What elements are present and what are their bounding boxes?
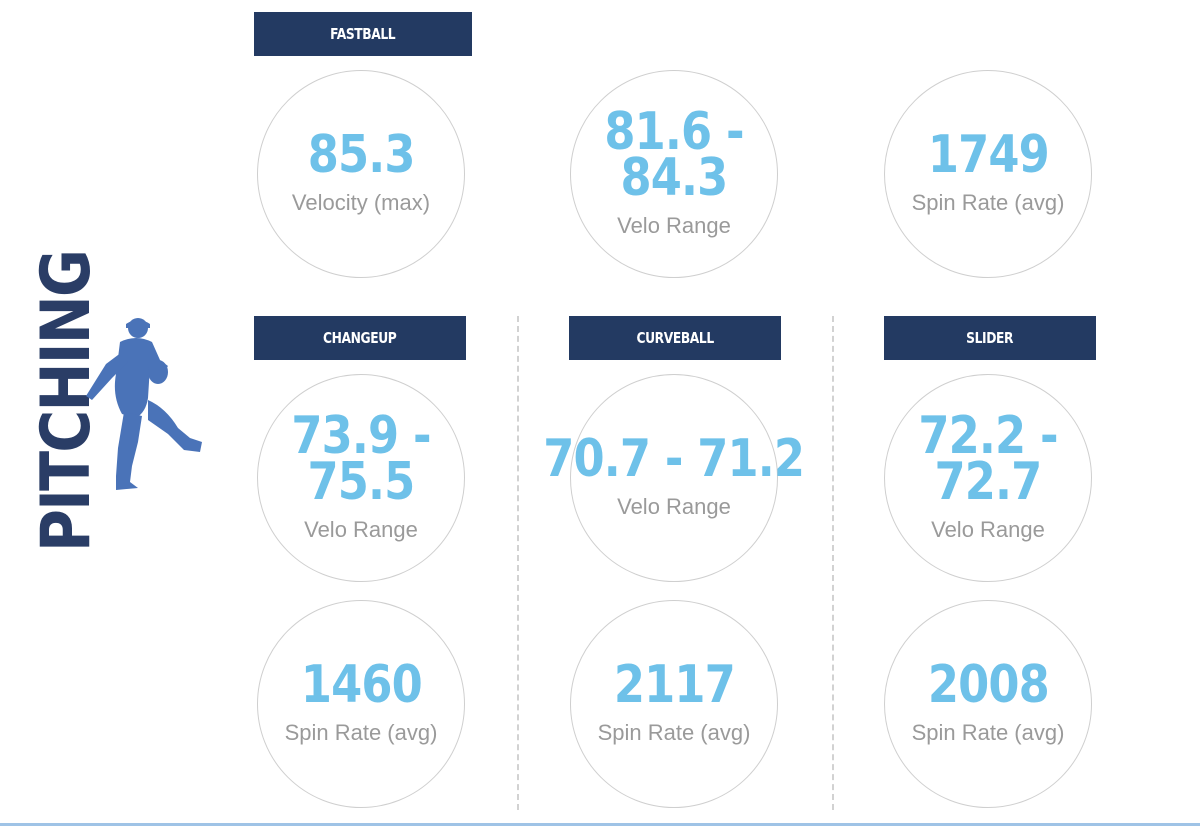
stat-value: 81.6 - 84.3	[604, 102, 744, 208]
curveball-velo-range-stat: 70.7 - 71.2 Velo Range	[544, 374, 805, 582]
stat-label: Velo Range	[931, 517, 1045, 542]
slider-velo-range-stat: 72.2 - 72.7 Velo Range	[884, 374, 1092, 582]
fastball-velocity-max-stat: 85.3 Velocity (max)	[257, 70, 465, 278]
changeup-spin-rate-stat: 1460 Spin Rate (avg)	[257, 600, 465, 808]
slider-spin-rate-stat: 2008 Spin Rate (avg)	[884, 600, 1092, 808]
changeup-velo-range-stat: 73.9 - 75.5 Velo Range	[257, 374, 465, 582]
stat-value: 2117	[613, 655, 735, 715]
stat-value: 70.7 - 71.2	[543, 429, 806, 489]
stat-value: 2008	[927, 655, 1049, 715]
fastball-velo-range-stat: 81.6 - 84.3 Velo Range	[570, 70, 778, 278]
stat-label: Spin Rate (avg)	[284, 720, 438, 745]
stat-value: 73.9 - 75.5	[291, 406, 431, 512]
header-fastball: FASTBALL	[254, 12, 472, 56]
stat-label: Spin Rate (avg)	[911, 720, 1065, 745]
header-curveball: CURVEBALL	[569, 316, 781, 360]
column-divider	[517, 316, 519, 810]
stat-label: Velocity (max)	[291, 190, 431, 215]
stat-value: 72.2 - 72.7	[918, 406, 1058, 512]
stat-value: 1749	[927, 125, 1049, 185]
bottom-border	[0, 823, 1200, 826]
column-divider	[832, 316, 834, 810]
stat-label: Spin Rate (avg)	[597, 720, 751, 745]
header-changeup: CHANGEUP	[254, 316, 466, 360]
fastball-spin-rate-stat: 1749 Spin Rate (avg)	[884, 70, 1092, 278]
stat-label: Velo Range	[304, 517, 418, 542]
curveball-spin-rate-stat: 2117 Spin Rate (avg)	[570, 600, 778, 808]
pitcher-silhouette-icon	[86, 318, 202, 490]
stat-label: Spin Rate (avg)	[911, 190, 1065, 215]
stat-value: 1460	[300, 655, 422, 715]
header-slider: SLIDER	[884, 316, 1096, 360]
stat-label: Velo Range	[617, 494, 731, 519]
stat-value: 85.3	[307, 125, 416, 185]
stat-label: Velo Range	[617, 213, 731, 238]
